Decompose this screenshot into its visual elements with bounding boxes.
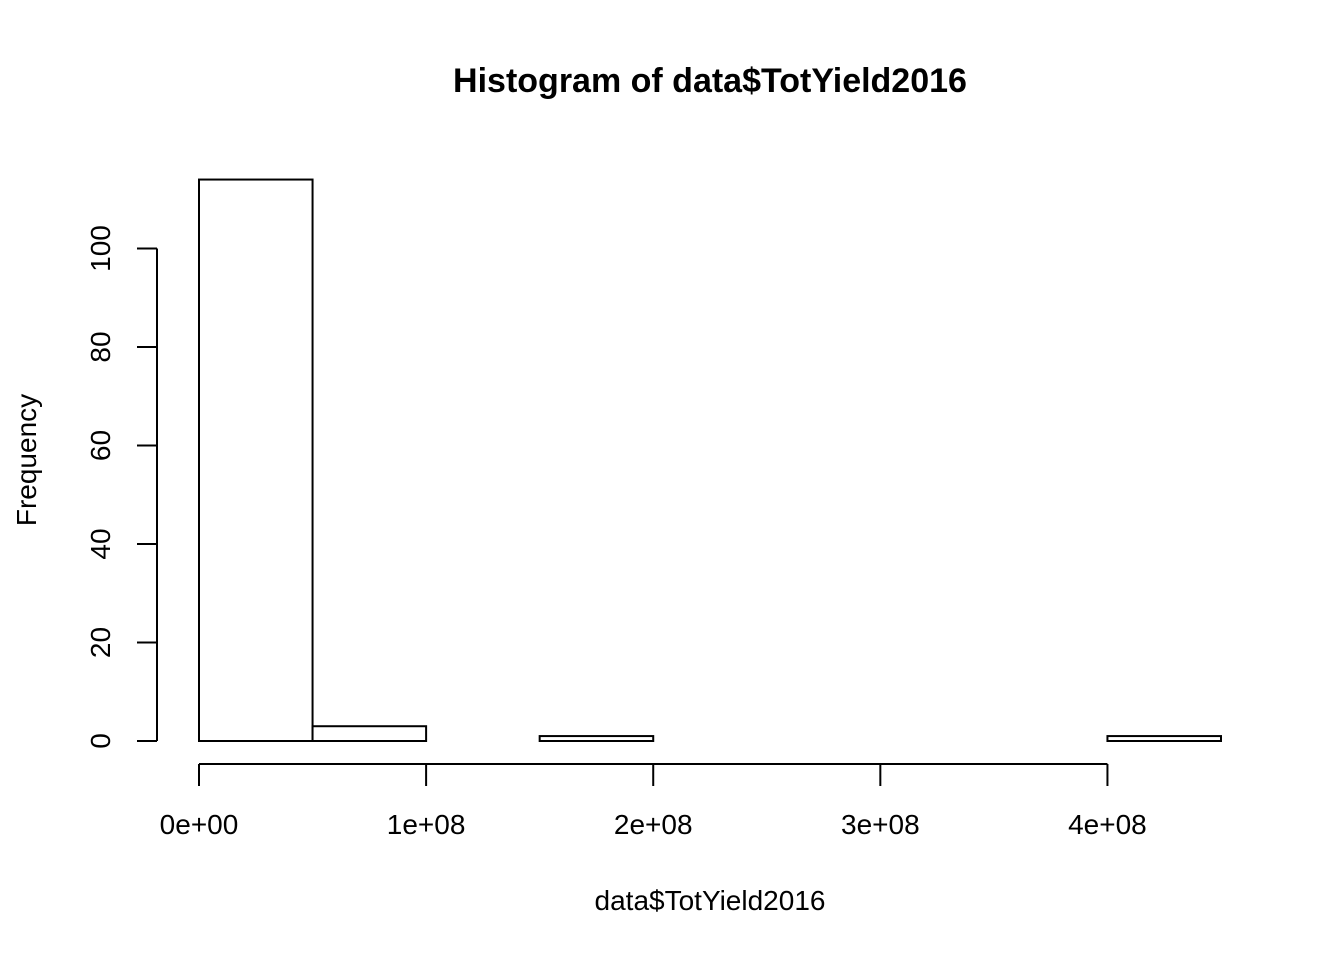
x-tick-label-4: 4e+08 [1068,809,1147,840]
x-axis: 0e+00 1e+08 2e+08 3e+08 4e+08 [160,763,1147,840]
histogram-bar-8 [1106,735,1223,743]
x-tick-label-1: 1e+08 [387,809,466,840]
y-ticks: 0 20 40 60 80 100 [85,225,157,749]
y-axis-label: Frequency [11,394,42,526]
y-tick-label-4: 80 [85,331,116,362]
bars-group [198,178,1223,743]
y-axis: 0 20 40 60 80 100 [85,225,158,749]
x-tick-label-2: 2e+08 [614,809,693,840]
histogram-bar-1 [311,725,428,742]
x-axis-label: data$TotYield2016 [595,885,826,916]
x-tick-label-0: 0e+00 [160,809,239,840]
y-tick-label-1: 20 [85,627,116,658]
x-ticks: 0e+00 1e+08 2e+08 3e+08 4e+08 [160,764,1147,840]
histogram-bar-0 [198,178,314,743]
histogram-bar-3 [538,735,655,743]
y-tick-label-0: 0 [85,733,116,749]
y-tick-label-2: 40 [85,528,116,559]
y-tick-label-5: 100 [85,225,116,272]
chart-title: Histogram of data$TotYield2016 [453,62,967,100]
x-tick-label-3: 3e+08 [841,809,920,840]
y-tick-label-3: 60 [85,430,116,461]
